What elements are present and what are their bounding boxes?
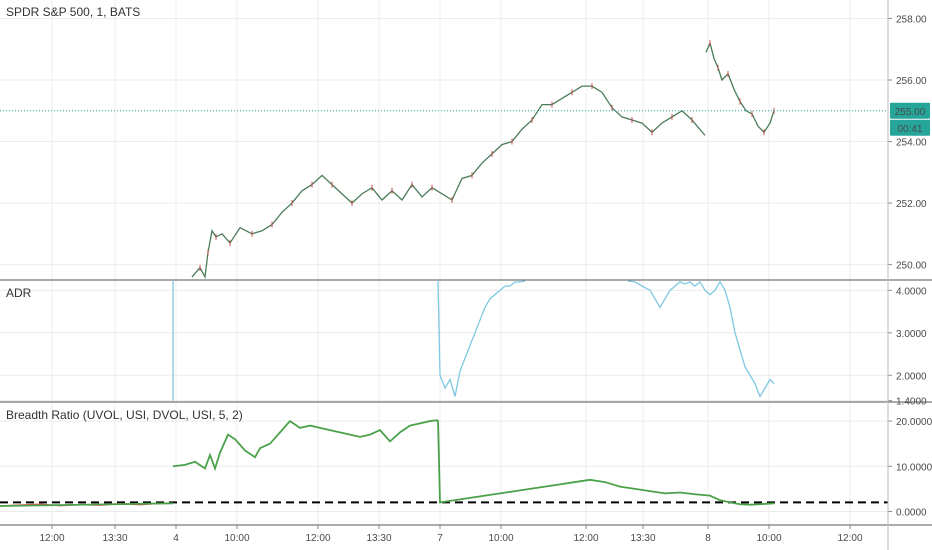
y-tick-label-pane1: 258.00 (896, 14, 927, 25)
y-tick-label-pane2: 4.0000 (896, 286, 927, 297)
x-tick-label: 10:00 (488, 533, 513, 544)
y-tick-label-pane1: 254.00 (896, 138, 927, 149)
series-line-pane2-seg2 (437, 280, 526, 397)
x-tick-label: 8 (705, 533, 711, 544)
y-tick-label-pane2: 3.0000 (896, 329, 927, 340)
pane-title-2: ADR (6, 286, 32, 300)
y-tick-label-pane3: 20.0000 (896, 417, 932, 428)
series-line-pane3-seg3 (437, 420, 775, 506)
x-tick-label: 12:00 (837, 533, 862, 544)
y-tick-label-pane1: 250.00 (896, 261, 927, 272)
x-tick-label: 12:00 (573, 533, 598, 544)
x-tick-label: 13:30 (102, 533, 127, 544)
y-tick-label-pane2: 2.0000 (896, 371, 927, 382)
series-line-pane3-seg2 (172, 419, 439, 472)
x-tick-label: 7 (437, 533, 443, 544)
x-tick-label: 12:00 (305, 533, 330, 544)
y-tick-label-pane3: 10.0000 (896, 462, 932, 473)
series-line-pane2-seg3 (627, 280, 775, 398)
y-tick-label-pane1: 252.00 (896, 199, 927, 210)
y-tick-label-pane3: 0.0000 (896, 507, 927, 518)
series-line-pane3-seg1 (0, 502, 174, 507)
x-tick-label: 4 (173, 533, 179, 544)
countdown-label: 00:41 (897, 124, 922, 135)
x-tick-label: 12:00 (39, 533, 64, 544)
pane-title-3: Breadth Ratio (UVOL, USI, DVOL, USI, 5, … (6, 408, 243, 422)
x-tick-label: 13:30 (366, 533, 391, 544)
x-tick-label: 10:00 (224, 533, 249, 544)
x-tick-label: 13:30 (630, 533, 655, 544)
series-line-pane1-seg2 (705, 41, 775, 134)
pane-title-1: SPDR S&P 500, 1, BATS (6, 5, 140, 19)
x-tick-label: 10:00 (756, 533, 781, 544)
y-tick-label-pane1: 256.00 (896, 76, 927, 87)
last-price-badge (890, 102, 930, 119)
last-price-label: 255.00 (895, 107, 926, 118)
countdown-badge (890, 119, 930, 136)
